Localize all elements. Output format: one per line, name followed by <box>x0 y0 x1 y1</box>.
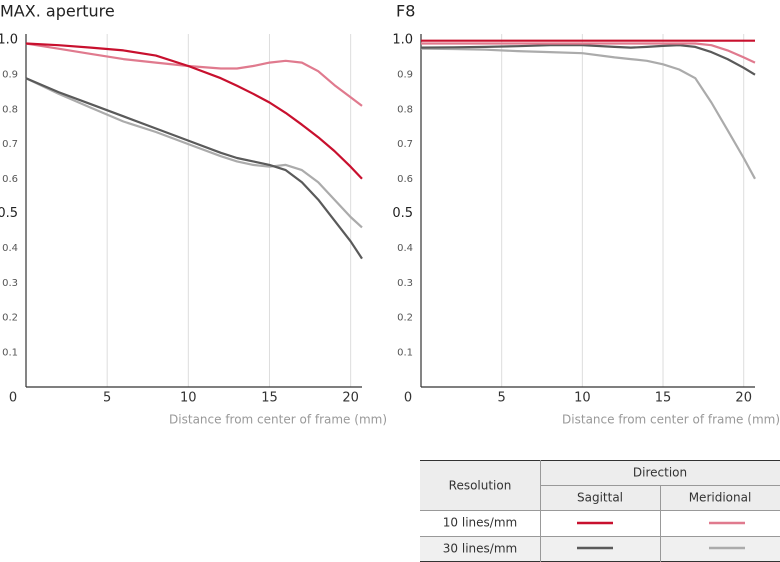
x-tick-label: 20 <box>735 391 752 406</box>
y-tick-label: 0.1 <box>397 347 413 358</box>
legend-resolution: Resolution <box>449 479 512 493</box>
y-tick-label: 0.5 <box>0 206 18 221</box>
x-axis-label: Distance from center of frame (mm) <box>169 413 387 427</box>
y-tick-label: 0.2 <box>397 313 413 324</box>
y-tick-label: 0.1 <box>2 347 18 358</box>
chart-title: MAX. aperture <box>0 2 115 21</box>
x-tick-label: 0 <box>404 391 412 406</box>
y-tick-label: 0.7 <box>397 139 413 150</box>
series-line <box>25 77 363 260</box>
y-tick-label: 1.0 <box>0 33 18 48</box>
legend-column: Sagittal <box>577 491 623 505</box>
legend-borders <box>420 460 780 562</box>
x-tick-label: 15 <box>655 391 672 406</box>
legend-row: 10 lines/mm <box>443 516 517 530</box>
y-tick-label: 0.8 <box>2 104 18 115</box>
y-tick-label: 0.6 <box>397 174 413 185</box>
x-tick-label: 10 <box>180 391 197 406</box>
y-tick-label: 0.4 <box>2 243 18 254</box>
series-line <box>25 42 363 180</box>
x-tick-label: 0 <box>9 391 17 406</box>
y-tick-label: 0.6 <box>2 174 18 185</box>
x-tick-label: 5 <box>498 391 506 406</box>
y-tick-label: 0.5 <box>392 206 413 221</box>
y-tick-label: 0.9 <box>2 70 18 81</box>
chart-title: F8 <box>396 2 415 21</box>
y-tick-label: 0.2 <box>2 313 18 324</box>
series-line <box>25 77 363 229</box>
x-tick-label: 15 <box>261 391 278 406</box>
series-line <box>420 44 756 76</box>
y-tick-label: 0.8 <box>397 104 413 115</box>
x-tick-label: 20 <box>342 391 359 406</box>
x-tick-label: 5 <box>103 391 111 406</box>
series-line <box>420 47 756 180</box>
legend-row: 30 lines/mm <box>443 542 517 556</box>
series-line <box>25 42 363 107</box>
y-tick-label: 0.3 <box>2 278 18 289</box>
y-tick-label: 1.0 <box>392 33 413 48</box>
y-tick-label: 0.3 <box>397 278 413 289</box>
series-line <box>421 42 756 64</box>
x-tick-label: 10 <box>574 391 591 406</box>
x-axis-label: Distance from center of frame (mm) <box>562 413 780 427</box>
y-tick-label: 0.9 <box>397 70 413 81</box>
y-tick-label: 0.4 <box>397 243 413 254</box>
legend-column: Meridional <box>689 491 752 505</box>
y-tick-label: 0.7 <box>2 139 18 150</box>
legend-direction: Direction <box>633 466 687 480</box>
